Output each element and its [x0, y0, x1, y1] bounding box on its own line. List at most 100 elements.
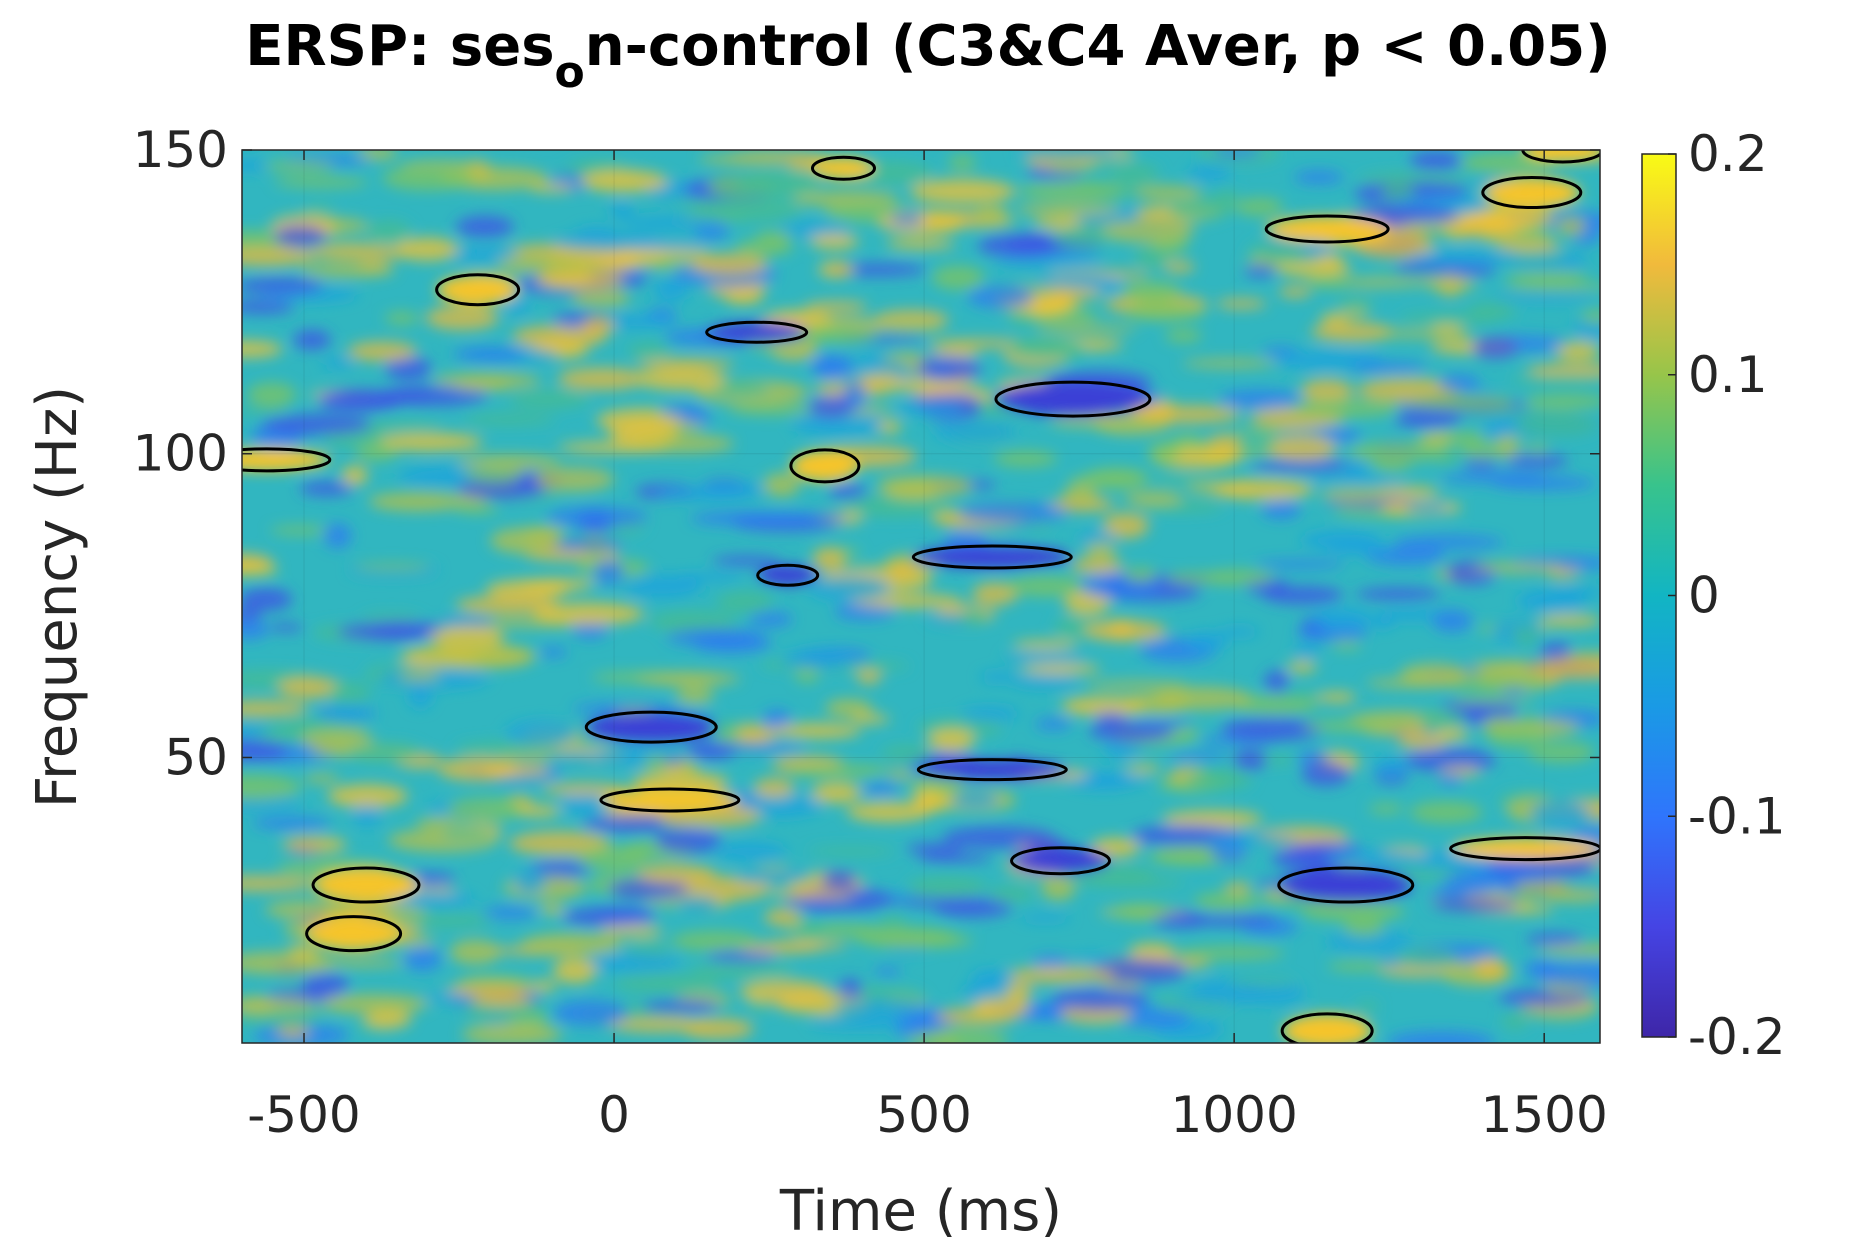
- heatmap-texture-blob: [1184, 769, 1253, 790]
- heatmap-texture-blob: [1148, 845, 1229, 866]
- heatmap-texture-blob: [548, 751, 606, 764]
- heatmap-texture-blob: [242, 774, 301, 801]
- significance-contour: [756, 563, 820, 587]
- heatmap-texture-blob: [1164, 572, 1232, 584]
- heatmap-texture-blob: [1206, 833, 1299, 846]
- heatmap-texture-blob: [365, 220, 412, 244]
- heatmap-texture-blob: [347, 742, 423, 764]
- heatmap-texture-blob: [926, 338, 1031, 349]
- heatmap-texture-blob: [242, 607, 262, 623]
- heatmap-texture-blob: [713, 842, 788, 861]
- heatmap-texture-blob: [276, 676, 343, 699]
- heatmap-texture-blob: [252, 816, 332, 830]
- heatmap-texture-blob: [838, 978, 863, 999]
- heatmap-texture-blob: [716, 590, 774, 614]
- heatmap-texture-blob: [292, 329, 331, 350]
- heatmap-texture-blob: [395, 913, 494, 928]
- heatmap-texture-blob: [1293, 170, 1344, 185]
- heatmap-texture-blob: [763, 472, 801, 497]
- heatmap-texture-blob: [364, 1010, 412, 1029]
- heatmap-texture-blob: [242, 951, 337, 975]
- heatmap-texture-blob: [452, 347, 526, 361]
- heatmap-texture-blob: [692, 198, 803, 223]
- heatmap-texture-blob: [420, 643, 533, 669]
- heatmap-texture-blob: [611, 248, 711, 259]
- significant-region-fill: [918, 759, 1067, 780]
- heatmap-texture-blob: [299, 481, 355, 496]
- heatmap-texture-blob: [932, 421, 1016, 442]
- heatmap-texture-blob: [532, 602, 645, 626]
- heatmap-power-field: [242, 150, 1600, 1043]
- significant-region-fill: [1278, 868, 1413, 903]
- heatmap-texture-blob: [1472, 562, 1564, 574]
- heatmap-texture-blob: [735, 723, 778, 744]
- heatmap-texture-blob: [1018, 181, 1126, 200]
- heatmap-texture-blob: [932, 348, 980, 358]
- heatmap-texture-blob: [690, 253, 769, 276]
- x-tick-label: 1500: [1481, 1086, 1608, 1144]
- heatmap-texture-blob: [1504, 453, 1569, 468]
- heatmap-texture-blob: [1168, 196, 1234, 220]
- heatmap-texture-blob: [1293, 644, 1321, 658]
- heatmap-texture-blob: [552, 957, 597, 984]
- heatmap-texture-blob: [1336, 297, 1375, 312]
- x-tick-label: -500: [247, 1086, 360, 1144]
- heatmap-texture-blob: [1515, 878, 1570, 897]
- heatmap-texture-blob: [1325, 930, 1414, 953]
- colorbar-tick-label: 0.2: [1688, 125, 1768, 183]
- heatmap-texture-blob: [455, 215, 514, 238]
- heatmap-texture-blob: [994, 450, 1058, 467]
- heatmap-texture-blob: [972, 996, 1030, 1019]
- heatmap-texture-blob: [384, 356, 432, 381]
- significance-contour: [305, 915, 403, 953]
- heatmap-texture-blob: [1505, 270, 1589, 283]
- heatmap-texture-blob: [753, 778, 795, 798]
- heatmap-texture-blob: [1261, 500, 1301, 520]
- heatmap-texture-blob: [828, 484, 868, 500]
- heatmap-texture-blob: [842, 382, 868, 400]
- significance-contour: [1280, 1012, 1374, 1043]
- heatmap-texture-blob: [812, 547, 847, 571]
- heatmap-texture-blob: [1186, 631, 1228, 652]
- significance-contour: [1449, 836, 1600, 862]
- heatmap-texture-blob: [877, 420, 902, 434]
- heatmap-texture-blob: [552, 1000, 629, 1026]
- heatmap-texture-blob: [1410, 249, 1520, 267]
- heatmap-texture-blob: [1409, 150, 1463, 172]
- heatmap-texture-blob: [808, 395, 853, 419]
- heatmap-plot-area: [242, 150, 1600, 1043]
- significance-contour: [311, 866, 421, 904]
- heatmap-texture-blob: [1226, 978, 1298, 987]
- heatmap-texture-blob: [1128, 719, 1194, 729]
- heatmap-texture-blob: [724, 290, 763, 305]
- heatmap-texture-blob: [503, 297, 532, 315]
- heatmap-texture-blob: [670, 930, 758, 952]
- heatmap-texture-blob: [364, 621, 443, 637]
- heatmap-texture-blob: [1215, 298, 1267, 309]
- heatmap-texture-blob: [1378, 608, 1448, 621]
- heatmap-texture-blob: [887, 769, 914, 780]
- heatmap-texture-blob: [1122, 301, 1206, 322]
- heatmap-texture-blob: [371, 432, 484, 452]
- significant-region-fill: [586, 712, 717, 743]
- heatmap-texture-blob: [840, 495, 951, 518]
- heatmap-texture-blob: [1165, 328, 1203, 343]
- heatmap-texture-blob: [665, 628, 764, 647]
- heatmap-texture-blob: [1247, 241, 1307, 261]
- heatmap-texture-blob: [887, 561, 917, 576]
- heatmap-texture-blob: [1233, 748, 1267, 771]
- heatmap-texture-blob: [1212, 150, 1262, 158]
- colorbar-tick-label: -0.1: [1688, 787, 1786, 845]
- heatmap-texture-blob: [1524, 443, 1550, 455]
- heatmap-texture-blob: [1503, 281, 1600, 292]
- heatmap-texture-blob: [242, 738, 289, 762]
- heatmap-texture-blob: [1403, 748, 1497, 773]
- significance-contour: [1277, 866, 1415, 904]
- significance-contour: [435, 273, 521, 307]
- tick-gridlines: [242, 150, 1600, 1043]
- heatmap-texture-blob: [957, 502, 1067, 524]
- heatmap-texture-blob: [300, 729, 374, 749]
- heatmap-texture-blob: [1404, 221, 1458, 232]
- heatmap-texture-blob: [318, 390, 403, 413]
- heatmap-texture-blob: [781, 649, 855, 669]
